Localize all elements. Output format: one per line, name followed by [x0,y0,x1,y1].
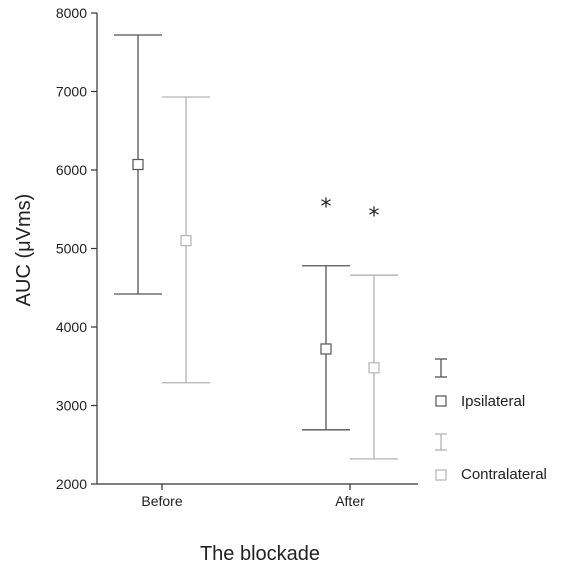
errorbar-ipsilateral: * [302,195,350,431]
errorbar-contralateral [162,96,210,384]
legend-label-contralateral: Contralateral [461,466,547,483]
x-axis: Before After [97,483,418,509]
data-point-marker [132,158,144,171]
y-tick-label: 4000 [56,319,87,335]
y-tick-label: 8000 [56,5,87,21]
legend-square-icon [435,469,447,481]
significance-marker: * [321,195,332,220]
data-point-marker [368,362,380,374]
legend-errorbar-icon [435,358,447,378]
x-tick-label: After [335,493,365,509]
data-point-marker [180,235,192,247]
y-tick-label: 7000 [56,84,87,100]
y-tick-label: 5000 [56,241,87,257]
y-tick-label: 2000 [56,476,87,492]
y-tick-label: 6000 [56,162,87,178]
y-tick-label: 3000 [56,398,87,414]
errorbar-contralateral: * [350,204,398,460]
significance-marker: * [369,204,380,229]
legend-errorbar-icon [435,433,447,451]
y-axis-title: AUC (μVms) [13,194,35,307]
legend-square-icon [435,395,447,407]
y-axis: 2000 3000 4000 5000 6000 7000 8000 [56,5,98,492]
legend-label-ipsilateral: Ipsilateral [461,393,525,410]
x-ticks: Before After [141,484,365,509]
legend-item-contralateral: Contralateral [435,433,547,483]
y-ticks: 2000 3000 4000 5000 6000 7000 8000 [56,5,97,492]
legend-item-ipsilateral: Ipsilateral [435,358,525,410]
plot-area: * * [114,34,398,460]
x-axis-title: The blockade [200,543,320,565]
data-point-marker [320,343,332,355]
errorbar-ipsilateral [114,34,162,295]
x-tick-label: Before [141,493,182,509]
legend: Ipsilateral Contralateral [435,358,547,483]
